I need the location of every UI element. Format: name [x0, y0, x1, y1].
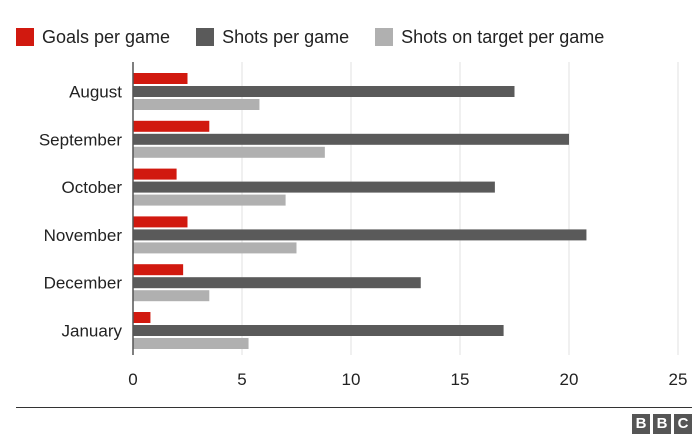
x-tick-label-1: 5	[237, 370, 246, 389]
bar-january-1	[133, 325, 504, 336]
bar-december-1	[133, 277, 421, 289]
x-tick-label-4: 20	[560, 370, 579, 389]
bar-november-1	[133, 229, 587, 241]
footer-divider	[16, 407, 692, 408]
x-tick-label-2: 10	[342, 370, 361, 389]
category-label-november: November	[44, 226, 123, 245]
legend-label-2: Shots on target per game	[401, 26, 605, 47]
legend-item-2: Shots on target per game	[375, 27, 604, 48]
logo-block-0: B	[632, 414, 650, 434]
bar-september-0	[133, 120, 210, 132]
legend-item-0: Goals per game	[16, 27, 170, 48]
bar-august-2	[133, 99, 260, 110]
bar-august-1	[133, 86, 515, 97]
bar-chart: August September October November December Ja…	[39, 62, 688, 389]
x-tick-label-5: 25	[669, 370, 688, 389]
x-tick-label-3: 15	[451, 370, 470, 389]
bar-january-0	[133, 312, 151, 323]
legend-swatch-0	[16, 28, 34, 46]
legend-label-1: Shots per game	[222, 26, 350, 47]
bar-october-0	[133, 168, 177, 180]
category-label-august: August	[69, 83, 122, 102]
bar-august-0	[133, 73, 188, 84]
bar-september-2	[133, 146, 325, 158]
logo-block-2: C	[674, 414, 692, 434]
bar-january-2	[133, 338, 249, 349]
legend-swatch-1	[196, 28, 215, 46]
legend: Goals per game Shots per game Shots on tar…	[16, 24, 630, 50]
bar-november-2	[133, 242, 297, 254]
logo-block-1: B	[653, 414, 671, 434]
bar-september-1	[133, 133, 569, 145]
bar-november-0	[133, 216, 188, 228]
legend-label-0: Goals per game	[42, 26, 171, 47]
x-tick-label-0: 0	[128, 370, 137, 389]
legend-swatch-2	[375, 28, 394, 46]
category-label-january: January	[62, 322, 123, 341]
bar-december-2	[133, 290, 210, 302]
bar-december-0	[133, 264, 184, 276]
category-label-december: December	[44, 274, 123, 293]
legend-item-1: Shots per game	[196, 27, 349, 48]
category-label-september: September	[39, 130, 122, 149]
category-label-october: October	[62, 178, 123, 197]
bar-october-2	[133, 194, 286, 206]
bar-october-1	[133, 181, 495, 193]
